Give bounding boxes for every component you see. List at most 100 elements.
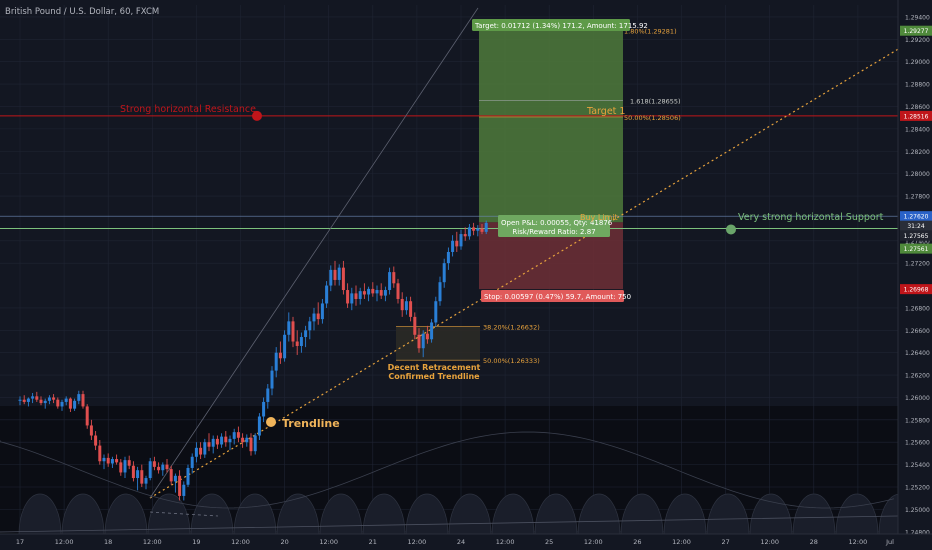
candle-body [102, 457, 106, 462]
candle-body [367, 288, 371, 295]
candle [207, 433, 211, 452]
candle-body [371, 288, 375, 294]
candle [362, 283, 366, 299]
price-tag [900, 230, 932, 241]
price-tick-label: 1.28200 [905, 149, 930, 156]
candle-body [64, 398, 68, 402]
candle [367, 286, 371, 302]
candle [224, 431, 228, 447]
candle-body [157, 466, 161, 471]
candle-body [68, 398, 72, 409]
candle [136, 466, 140, 491]
candle [56, 397, 60, 409]
candle-body [190, 456, 194, 468]
candle-body [400, 298, 404, 311]
candle-body [467, 227, 471, 237]
candle-body [241, 437, 245, 443]
candle [245, 434, 249, 447]
time-tick-label: 12:00 [496, 538, 515, 546]
indicator-line [0, 515, 899, 533]
candle [312, 307, 316, 331]
candle-body [161, 464, 165, 471]
candle [148, 457, 152, 481]
candle [236, 426, 240, 443]
candle-body [333, 269, 337, 280]
candle-body [325, 285, 329, 304]
candle-body [98, 445, 102, 462]
target-label: Target: 0.01712 (1.34%) 171.2, Amount: 1… [474, 22, 648, 30]
candle-body [278, 352, 282, 359]
candle [232, 428, 236, 445]
candle [388, 267, 392, 295]
candle [446, 247, 450, 270]
candle [228, 435, 232, 451]
candle-body [266, 388, 270, 402]
trendline-dot [266, 417, 276, 427]
price-tick-label: 1.26200 [905, 373, 930, 380]
candle-body [136, 470, 140, 479]
fib-label-top: 1.80%(1.29281) [624, 27, 677, 35]
candle [274, 347, 278, 378]
target1-label: Target 1 [586, 106, 625, 117]
channel-line [149, 7, 479, 499]
candle-body [203, 442, 207, 455]
price-tick-label: 1.29200 [905, 37, 930, 44]
price-tag [900, 284, 932, 295]
candle [43, 398, 47, 409]
price-tick-label: 1.28600 [905, 104, 930, 111]
confirmed-label: Confirmed Trendline [388, 372, 480, 381]
time-tick-label: 12:00 [672, 538, 691, 546]
candle-body [434, 301, 438, 323]
candle [115, 454, 119, 465]
candle [375, 285, 379, 302]
candle [346, 283, 350, 308]
candle [165, 459, 169, 473]
price-tick-label: 1.25600 [905, 440, 930, 447]
stop-label-box [481, 290, 624, 302]
candle-body [383, 290, 387, 296]
candle [480, 223, 484, 235]
candle-body [43, 400, 47, 404]
candle [337, 264, 341, 286]
candle-body [304, 330, 308, 338]
candle-body [421, 333, 425, 349]
candle-body [472, 227, 476, 231]
price-tick-label: 1.26000 [905, 395, 930, 402]
candle-body [178, 475, 182, 496]
candle-body [249, 437, 253, 452]
support-dot [726, 224, 736, 235]
candle [22, 395, 26, 405]
candle [383, 286, 387, 302]
time-tick-label: 21 [369, 538, 377, 546]
candle [299, 332, 303, 353]
price-tick-label: 1.29000 [905, 59, 930, 66]
price-tag [900, 211, 932, 222]
price-tick-label: 1.29400 [905, 14, 930, 21]
candle-body [299, 337, 303, 346]
candle [392, 266, 396, 288]
fib-label-500: 50.00%(1.26333) [483, 357, 540, 365]
candle [459, 229, 463, 250]
candle-body [341, 267, 345, 291]
candle-body [131, 465, 135, 479]
candle-body [388, 272, 392, 291]
candle [64, 396, 68, 406]
candle-body [94, 435, 98, 446]
candle [39, 396, 43, 406]
candle-body [224, 436, 228, 443]
candle-body [476, 228, 480, 231]
time-tick-label: 19 [192, 538, 200, 546]
candle [430, 319, 434, 343]
candle [157, 462, 161, 474]
price-tag-label: 1.29277 [904, 28, 929, 35]
candle [161, 462, 165, 476]
candle-body [480, 228, 484, 232]
time-tick-label: 12:00 [408, 538, 427, 546]
candle [354, 285, 358, 306]
candle [291, 316, 295, 348]
candle [434, 296, 438, 327]
candle-body [337, 267, 341, 280]
price-tick-label: 1.27800 [905, 194, 930, 201]
